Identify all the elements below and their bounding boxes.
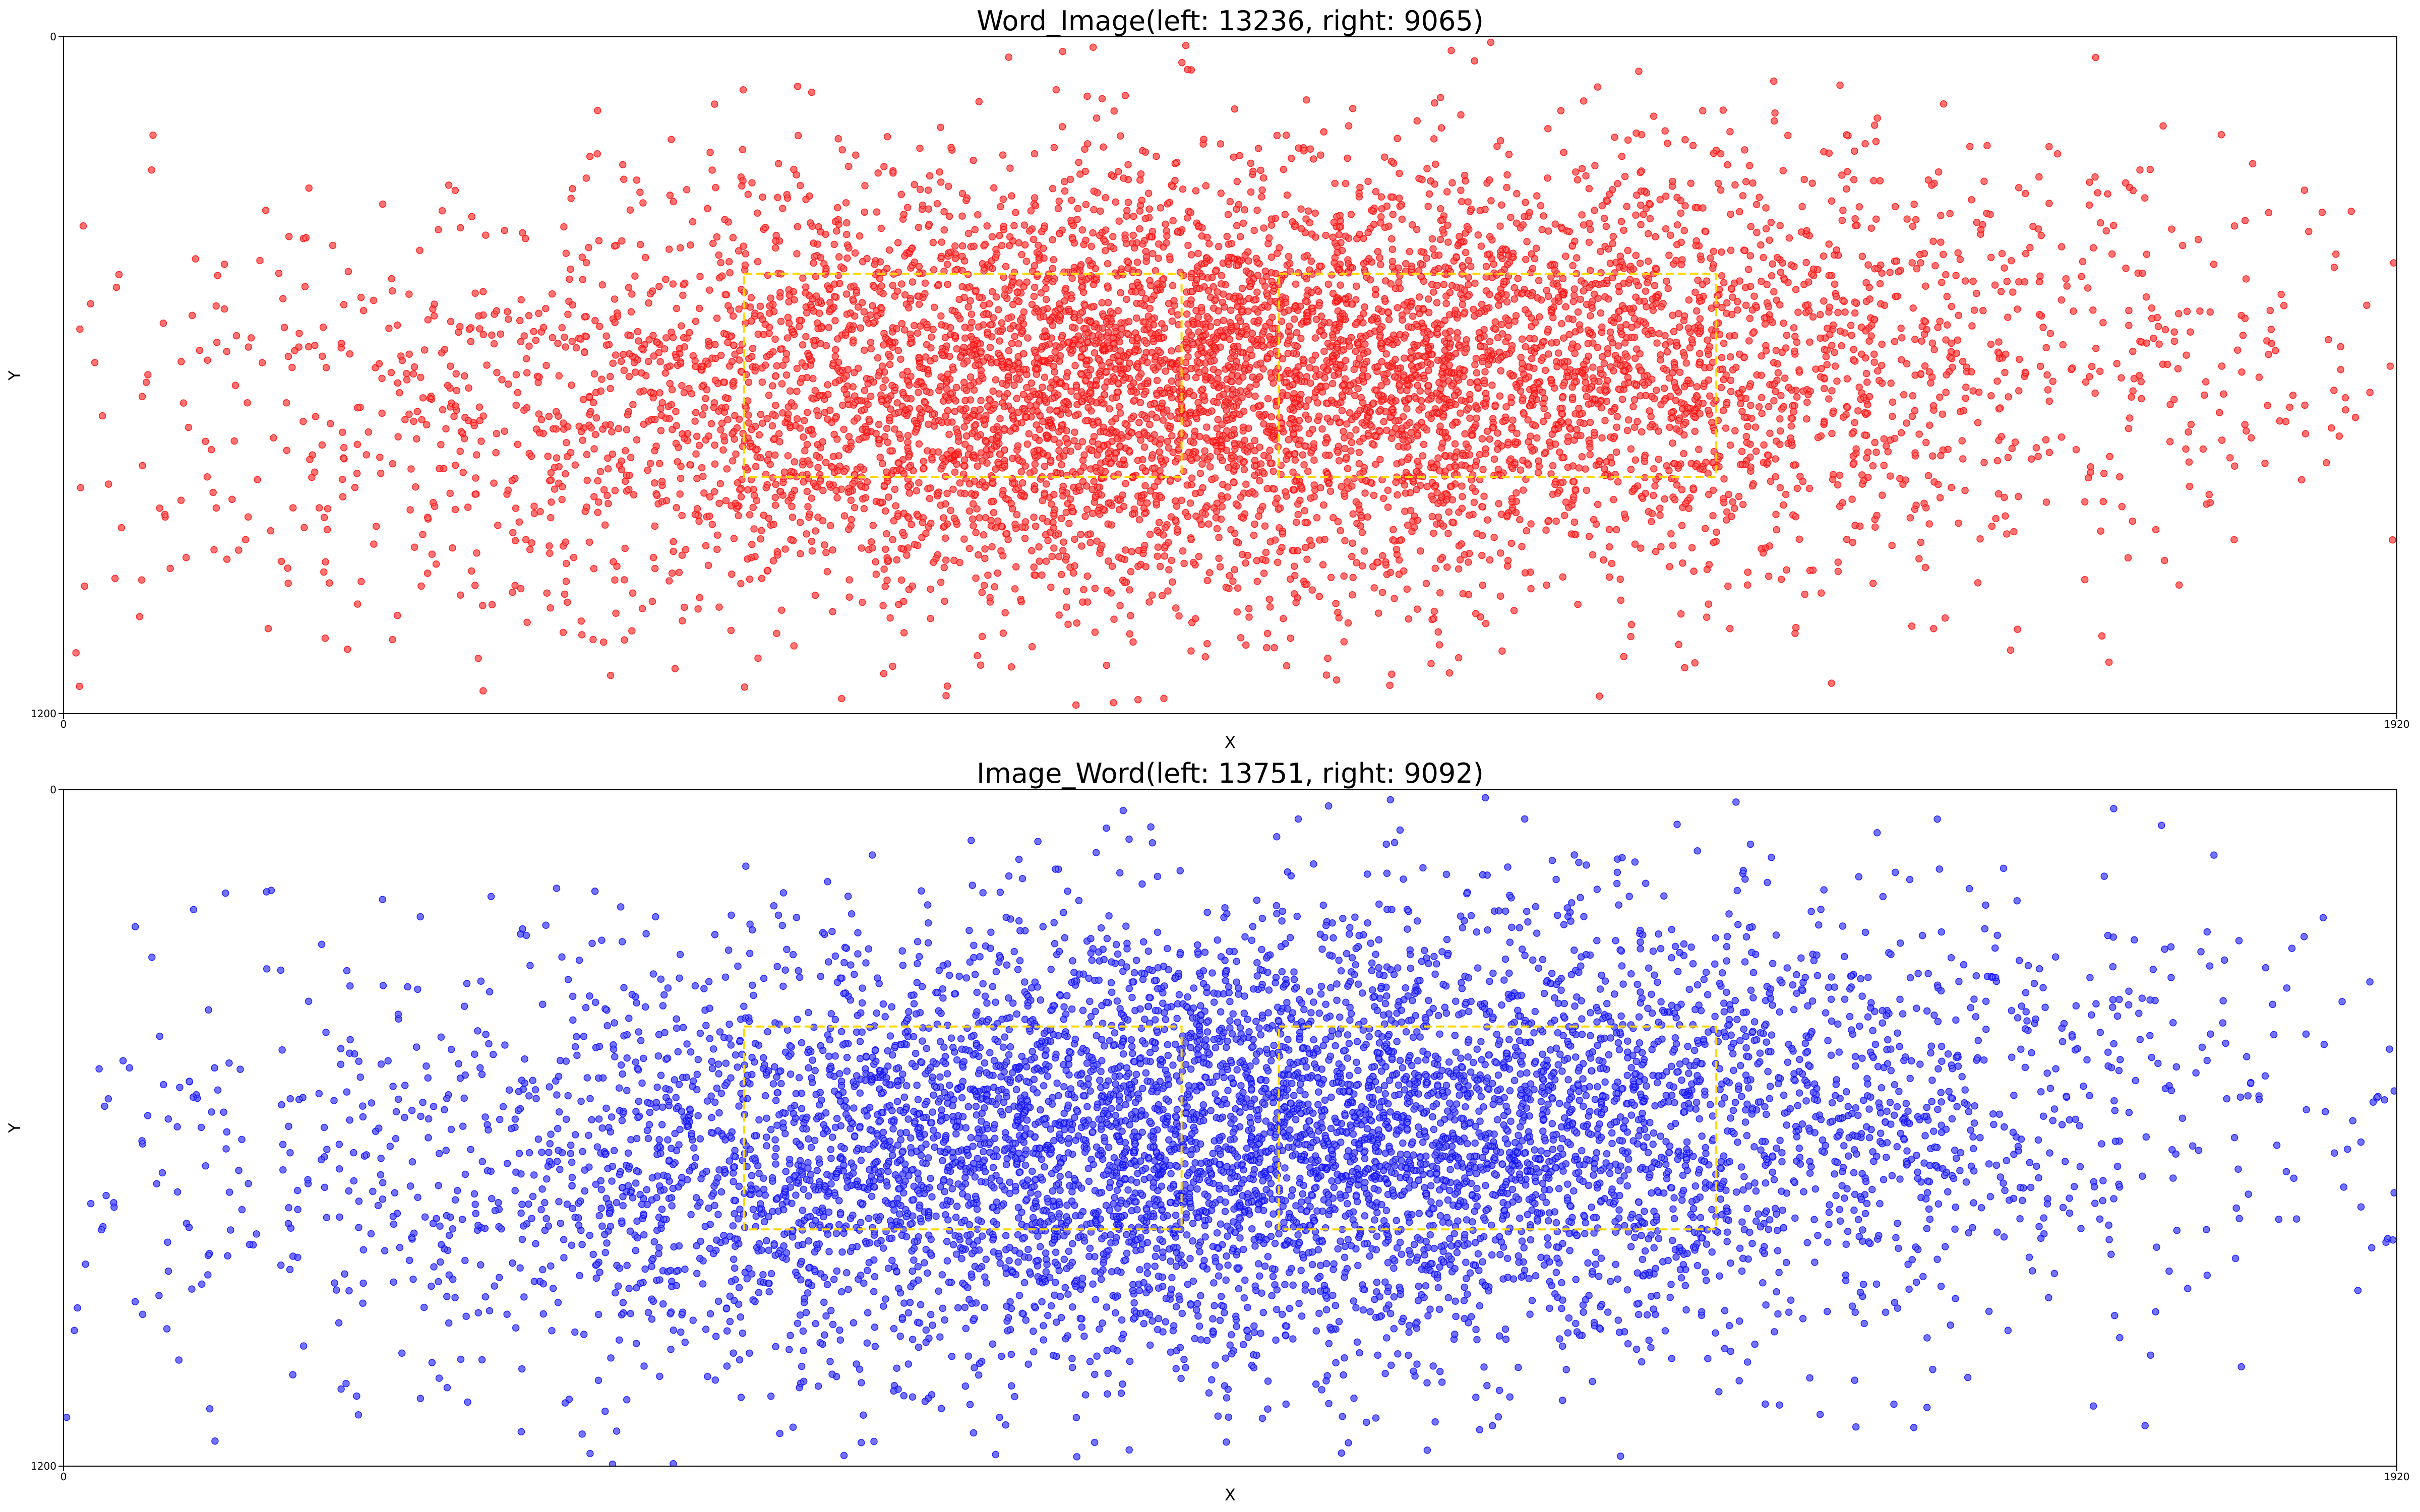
plot-area [64,790,2397,1466]
chart-title: Word_Image(left: 13236, right: 9065) [977,5,1484,37]
x-tick-label: 0 [60,1471,67,1483]
x-axis-label: X [1225,1485,1236,1504]
y-axis-label: Y [5,1123,24,1133]
x-tick-label: 1920 [2384,718,2410,730]
panel-word-image: Word_Image(left: 13236, right: 9065) 0 1… [5,5,2409,752]
x-axis-label: X [1225,733,1236,752]
x-tick-label: 1920 [2384,1471,2410,1483]
y-tick-label: 1200 [31,708,56,720]
x-tick-label: 0 [60,718,67,730]
y-tick-label: 0 [50,784,56,796]
y-axis-label: Y [5,370,24,381]
panel-image-word: Image_Word(left: 13751, right: 9092) 0 1… [5,758,2409,1504]
y-tick-label: 0 [50,31,56,43]
y-tick-label: 1200 [31,1460,56,1472]
chart-title: Image_Word(left: 13751, right: 9092) [977,758,1484,789]
